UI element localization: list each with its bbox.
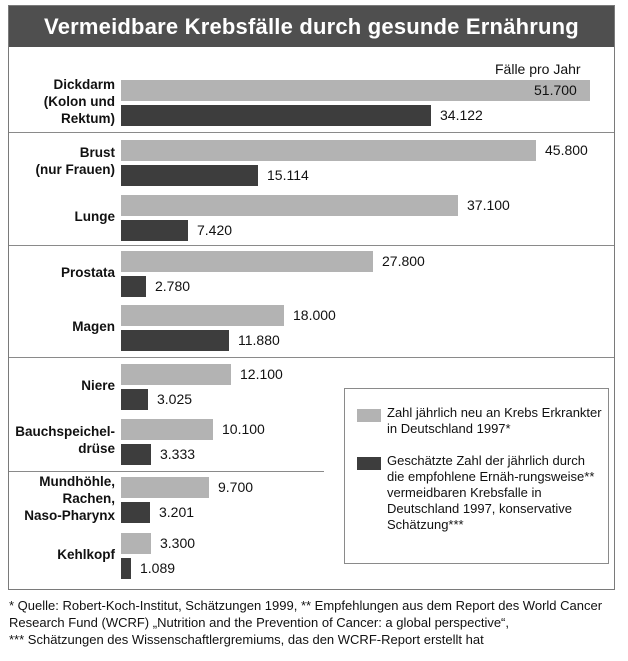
value-label-avoidable-magen: 11.880 [238,332,280,348]
footnote: * Quelle: Robert-Koch-Institut, Schätzun… [9,598,603,647]
value-label-avoidable-prostata: 2.780 [155,278,191,294]
bar-new-cases-dickdarm [121,80,590,101]
value-label-avoidable-kehlkopf: 1.089 [140,560,176,576]
bar-new-cases-kehlkopf [121,533,151,554]
bar-avoidable-mundhoehle [121,502,150,523]
category-label-bauchspeicheldruese: Bauchspeichel- drüse [15,424,115,456]
bar-avoidable-kehlkopf [121,558,131,579]
bar-avoidable-niere [121,389,148,410]
value-label-new-cases-magen: 18.000 [293,307,336,323]
legend: Zahl jährlich neu an Krebs Erkrankter in… [344,388,609,564]
value-label-new-cases-brust: 45.800 [545,142,588,158]
bar-avoidable-bauchspeicheldruese [121,444,151,465]
category-label-niere: Niere [81,377,115,393]
value-label-avoidable-niere: 3.025 [157,391,193,407]
category-label-brust: Brust (nur Frauen) [35,145,116,177]
group-separator [9,471,324,472]
category-label-mundhoehle: Mundhöhle, Rachen, Naso-Pharynx [24,473,115,523]
chart-title: Vermeidbare Krebsfälle durch gesunde Ern… [9,6,614,47]
value-label-new-cases-mundhoehle: 9.700 [218,479,254,495]
bar-avoidable-magen [121,330,229,351]
group-separator [9,132,614,133]
value-label-avoidable-bauchspeicheldruese: 3.333 [160,446,196,462]
bar-avoidable-prostata [121,276,146,297]
bar-avoidable-brust [121,165,258,186]
legend-swatch-new-cases [357,409,381,422]
value-label-avoidable-mundhoehle: 3.201 [159,504,195,520]
category-label-prostata: Prostata [60,264,115,280]
chart-frame: Vermeidbare Krebsfälle durch gesunde Ern… [8,5,615,590]
bar-new-cases-lunge [121,195,458,216]
value-label-new-cases-prostata: 27.800 [382,253,425,269]
category-label-kehlkopf: Kehlkopf [57,546,115,562]
value-label-new-cases-kehlkopf: 3.300 [160,535,196,551]
bar-new-cases-niere [121,364,231,385]
bar-new-cases-brust [121,140,536,161]
unit-label: Fälle pro Jahr [495,61,581,77]
category-label-dickdarm: Dickdarm (Kolon und Rektum) [43,76,115,126]
value-label-new-cases-lunge: 37.100 [467,197,510,213]
category-label-lunge: Lunge [74,208,116,224]
bar-new-cases-magen [121,305,284,326]
bar-new-cases-mundhoehle [121,477,209,498]
group-separator [9,357,614,358]
bar-new-cases-bauchspeicheldruese [121,419,213,440]
legend-label-new-cases: Zahl jährlich neu an Krebs Erkrankter in… [387,405,602,436]
value-label-new-cases-niere: 12.100 [240,366,283,382]
value-label-avoidable-dickdarm: 34.122 [440,107,483,123]
bar-new-cases-prostata [121,251,373,272]
category-label-magen: Magen [72,318,115,334]
value-label-new-cases-bauchspeicheldruese: 10.100 [222,421,265,437]
bar-avoidable-lunge [121,220,188,241]
bar-avoidable-dickdarm [121,105,431,126]
legend-label-avoidable: Geschätzte Zahl der jährlich durch die e… [387,453,595,532]
value-label-avoidable-lunge: 7.420 [197,222,233,238]
legend-swatch-avoidable [357,457,381,470]
value-label-avoidable-brust: 15.114 [267,167,309,183]
value-label-new-cases-dickdarm: 51.700 [534,82,577,98]
group-separator [9,245,614,246]
